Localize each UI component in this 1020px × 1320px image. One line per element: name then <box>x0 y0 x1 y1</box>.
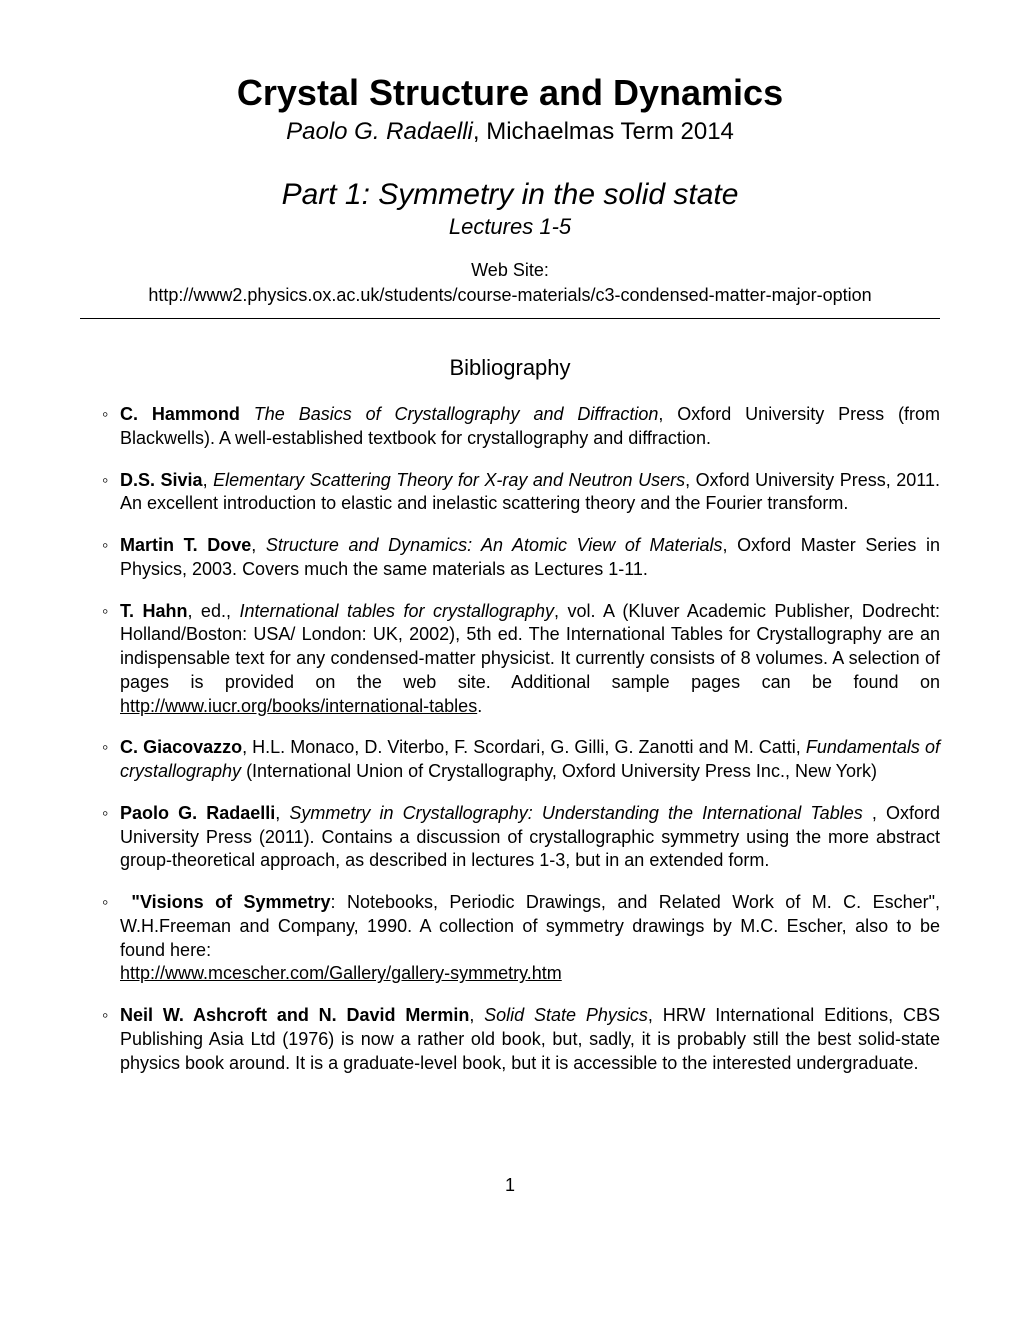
bib-item: ◦T. Hahn, ed., International tables for … <box>80 600 940 719</box>
bullet-icon: ◦ <box>102 403 120 427</box>
bib-title: Solid State Physics <box>484 1005 648 1025</box>
bib-sep: , H.L. Monaco, D. Viterbo, F. Scordari, … <box>242 737 806 757</box>
bib-title: Elementary Scattering Theory for X-ray a… <box>213 470 685 490</box>
bib-item: ◦C. Giacovazzo, H.L. Monaco, D. Viterbo,… <box>80 736 940 784</box>
bib-link[interactable]: http://www.iucr.org/books/international-… <box>120 696 477 716</box>
bib-title: Structure and Dynamics: An Atomic View o… <box>266 535 723 555</box>
bib-link[interactable]: http://www.mcescher.com/Gallery/gallery-… <box>120 963 562 983</box>
bib-title: Symmetry in Crystallography: Understandi… <box>289 803 862 823</box>
bullet-icon: ◦ <box>102 600 120 624</box>
bib-prefix <box>120 892 131 912</box>
document-title: Crystal Structure and Dynamics <box>80 72 940 114</box>
page-container: Crystal Structure and Dynamics Paolo G. … <box>80 72 940 1248</box>
bib-sep: , <box>469 1005 484 1025</box>
bib-author: C. Hammond <box>120 404 240 424</box>
bullet-icon: ◦ <box>102 736 120 760</box>
bib-item: ◦Neil W. Ashcroft and N. David Mermin, S… <box>80 1004 940 1075</box>
bib-sep: , <box>251 535 266 555</box>
website-url[interactable]: http://www2.physics.ox.ac.uk/students/co… <box>80 285 940 306</box>
bib-item: ◦ "Visions of Symmetry: Notebooks, Perio… <box>80 891 940 986</box>
bib-sep: : <box>331 892 347 912</box>
horizontal-rule <box>80 318 940 319</box>
bib-author: D.S. Sivia <box>120 470 203 490</box>
author-line: Paolo G. Radaelli, Michaelmas Term 2014 <box>80 118 940 146</box>
bib-item: ◦Martin T. Dove, Structure and Dynamics:… <box>80 534 940 582</box>
bullet-icon: ◦ <box>102 802 120 826</box>
bib-author: Martin T. Dove <box>120 535 251 555</box>
bullet-icon: ◦ <box>102 469 120 493</box>
bib-sep: , ed., <box>187 601 239 621</box>
bib-title: International tables for crystallography <box>239 601 554 621</box>
bib-sep: , <box>275 803 289 823</box>
page-number: 1 <box>80 1175 940 1196</box>
bib-title: The Basics of Crystallography and Diffra… <box>254 404 659 424</box>
bib-item: ◦D.S. Sivia, Elementary Scattering Theor… <box>80 469 940 517</box>
bullet-icon: ◦ <box>102 1004 120 1028</box>
part-title: Part 1: Symmetry in the solid state <box>80 178 940 212</box>
bib-sep <box>240 404 254 424</box>
bibliography-list: ◦C. Hammond The Basics of Crystallograph… <box>80 403 940 1075</box>
bib-author: "Visions of Symmetry <box>131 892 330 912</box>
bullet-icon: ◦ <box>102 891 120 915</box>
lectures-subtitle: Lectures 1-5 <box>80 214 940 240</box>
bib-after-link: . <box>477 696 482 716</box>
bullet-icon: ◦ <box>102 534 120 558</box>
website-label: Web Site: <box>80 260 940 281</box>
bib-author: C. Giacovazzo <box>120 737 242 757</box>
bib-item: ◦Paolo G. Radaelli, Symmetry in Crystall… <box>80 802 940 873</box>
bib-author: Neil W. Ashcroft and N. David Mermin <box>120 1005 469 1025</box>
bib-sep: , <box>203 470 214 490</box>
author-name: Paolo G. Radaelli <box>286 118 473 145</box>
bibliography-heading: Bibliography <box>80 355 940 381</box>
bib-rest: (International Union of Crystallography,… <box>241 761 877 781</box>
bib-author: T. Hahn <box>120 601 187 621</box>
author-term: , Michaelmas Term 2014 <box>473 118 734 145</box>
bib-author: Paolo G. Radaelli <box>120 803 275 823</box>
bib-item: ◦C. Hammond The Basics of Crystallograph… <box>80 403 940 451</box>
